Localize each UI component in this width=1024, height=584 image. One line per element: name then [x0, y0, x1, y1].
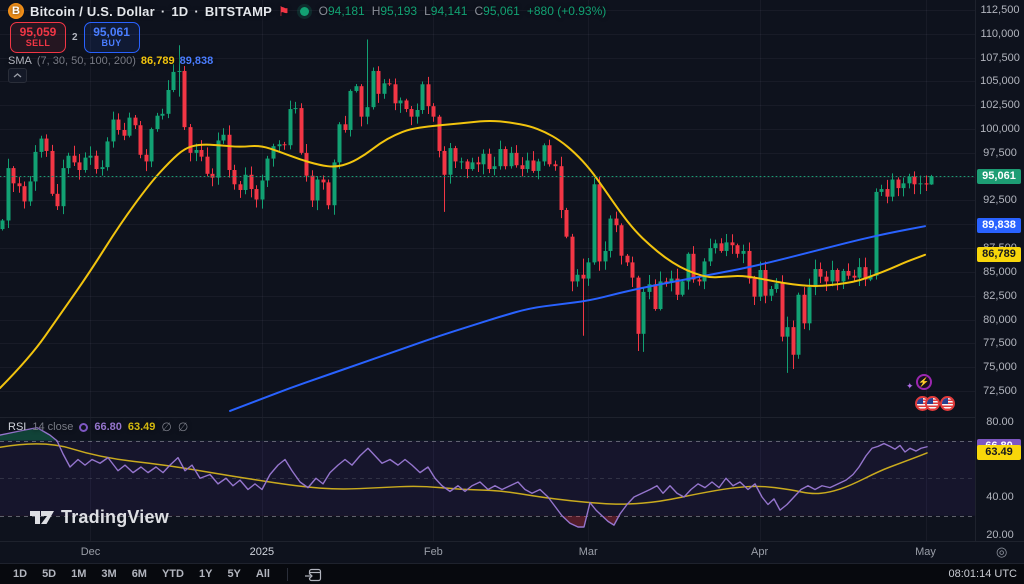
- change-value: +880 (+0.93%): [526, 4, 607, 18]
- price-axis-label: 85,000: [983, 265, 1017, 278]
- time-axis-label: Mar: [578, 546, 598, 558]
- sell-button[interactable]: 95,059 SELL: [10, 22, 66, 53]
- sma-value-blue: 89,838: [179, 55, 214, 67]
- timeframe-button-all[interactable]: All: [255, 568, 270, 580]
- price-axis-label: 72,500: [983, 384, 1017, 397]
- price-badge: 86,789: [977, 247, 1021, 263]
- symbol-title[interactable]: Bitcoin / U.S. Dollar: [30, 3, 155, 19]
- bottom-toolbar: 08:01:14 UTC 1D 5D 1M 3M 6M YTD 1Y 5Y All: [0, 563, 1024, 584]
- high-value: 95,193: [380, 4, 418, 18]
- low-value: 94,141: [430, 4, 468, 18]
- sma-value-yellow: 86,789: [140, 55, 175, 67]
- rsi-indicator-legend[interactable]: RSI 14 close 66.80 63.49 ∅ ∅: [8, 420, 188, 434]
- price-badge: 95,061: [977, 168, 1021, 184]
- price-axis-label: 110,000: [980, 27, 1020, 40]
- timeframe-button-1y[interactable]: 1Y: [198, 568, 213, 580]
- watermark-text: TradingView: [61, 507, 169, 527]
- flag-icon[interactable]: ⚑: [278, 3, 290, 19]
- buy-button[interactable]: 95,061 BUY: [83, 22, 140, 53]
- low-label: L: [424, 4, 431, 18]
- tradingview-watermark[interactable]: TradingView: [30, 507, 169, 528]
- price-axis-label: 105,000: [980, 75, 1020, 88]
- time-axis-label: Feb: [423, 546, 443, 558]
- pane-separator[interactable]: [0, 417, 1024, 418]
- rsi-name: RSI: [8, 421, 27, 433]
- price-axis-label: 77,500: [983, 337, 1017, 350]
- rsi-badge: 63.49: [977, 445, 1021, 461]
- rsi-axis-label: 80.00: [986, 416, 1014, 428]
- tradingview-logo-icon: [30, 511, 54, 524]
- price-axis-label: 100,000: [980, 123, 1020, 136]
- close-value: 95,061: [483, 4, 520, 18]
- spread-value: 2: [72, 32, 78, 43]
- calendar-icon: [304, 568, 322, 581]
- price-axis-label: 92,500: [983, 194, 1017, 207]
- timeframe-button-5d[interactable]: 5D: [42, 568, 57, 580]
- rsi-value: 66.80: [94, 421, 122, 433]
- open-label: O: [318, 4, 328, 18]
- us-economic-event-icon[interactable]: [925, 396, 940, 411]
- separator-dot: ·: [194, 3, 199, 19]
- sell-label: SELL: [25, 38, 51, 49]
- us-economic-event-icon[interactable]: [940, 396, 955, 411]
- separator-dot: ·: [160, 3, 166, 19]
- sma-name: SMA: [8, 55, 32, 67]
- price-axis-label: 80,000: [983, 313, 1017, 326]
- buy-label: BUY: [101, 38, 122, 49]
- clock-utc[interactable]: 08:01:14 UTC: [948, 568, 1017, 580]
- rsi-axis-label: 40.00: [986, 491, 1014, 503]
- rsi-ma-value: 63.49: [127, 421, 156, 433]
- time-axis-label: Apr: [751, 546, 769, 558]
- sma-indicator-legend[interactable]: SMA (7, 30, 50, 100, 200) 86,789 89,838: [8, 55, 213, 67]
- price-axis-label: 107,500: [980, 51, 1020, 64]
- sparkle-icon: ✦: [906, 381, 914, 391]
- open-value: 94,181: [328, 4, 365, 18]
- sma-params: (7, 30, 50, 100, 200): [36, 55, 136, 67]
- trade-panel: 95,059 SELL 2 95,061 BUY: [10, 22, 140, 53]
- timeframe-label[interactable]: 1D: [171, 3, 189, 19]
- price-axis-label: 75,000: [983, 361, 1017, 374]
- rsi-empty-plot-icon: ∅: [161, 420, 172, 434]
- price-axis-separator: [975, 0, 976, 562]
- axis-settings-icon[interactable]: ◎: [996, 544, 1008, 559]
- toolbar-divider: [286, 567, 288, 581]
- timeframe-button-1m[interactable]: 1M: [71, 568, 87, 580]
- time-axis-label: 2025: [249, 546, 275, 558]
- timeframe-button-5y[interactable]: 5Y: [227, 568, 241, 580]
- event-lightning-icon[interactable]: ⚡: [916, 374, 932, 390]
- buy-price: 95,061: [93, 25, 130, 40]
- timeframe-button-3m[interactable]: 3M: [101, 568, 117, 580]
- price-axis-label: 112,500: [980, 4, 1020, 16]
- timeframe-button-6m[interactable]: 6M: [131, 568, 147, 580]
- legend-collapse-button[interactable]: [8, 68, 27, 83]
- bitcoin-logo-icon: B: [8, 3, 24, 19]
- close-label: C: [474, 4, 484, 18]
- price-axis[interactable]: 112,500 110,000 107,500 105,000 102,500 100,0…: [976, 0, 1024, 541]
- exchange-label[interactable]: BITSTAMP: [204, 3, 272, 19]
- rsi-axis-label: 20.00: [986, 528, 1014, 541]
- timeframe-button-ytd[interactable]: YTD: [161, 568, 184, 580]
- timeframe-button-1d[interactable]: 1D: [13, 568, 28, 580]
- axis-separator: [0, 541, 1024, 542]
- price-axis-label: 102,500: [980, 99, 1020, 112]
- sell-price: 95,059: [19, 25, 57, 40]
- time-axis[interactable]: ◎ Dec 2025 Feb Mar Apr May: [0, 542, 1024, 562]
- market-status-icon[interactable]: [299, 6, 309, 16]
- rsi-source-icon: [79, 422, 89, 432]
- high-label: H: [371, 4, 381, 18]
- price-axis-label: 82,500: [983, 289, 1017, 302]
- ohlc-readout: O94,181 H95,193 L94,141 C95,061 +880 (+0…: [319, 4, 607, 18]
- price-axis-label: 97,500: [983, 146, 1017, 159]
- price-chart-canvas[interactable]: [0, 0, 975, 541]
- rsi-params: 14 close: [32, 421, 74, 433]
- price-badge: 89,838: [977, 218, 1021, 234]
- time-axis-label: May: [915, 546, 936, 558]
- symbol-legend[interactable]: B Bitcoin / U.S. Dollar · 1D · BITSTAMP …: [8, 3, 606, 19]
- chevron-up-icon: [13, 73, 22, 78]
- go-to-date-button[interactable]: [304, 567, 322, 582]
- rsi-empty-plot-icon: ∅: [177, 420, 189, 434]
- time-axis-label: Dec: [80, 546, 101, 558]
